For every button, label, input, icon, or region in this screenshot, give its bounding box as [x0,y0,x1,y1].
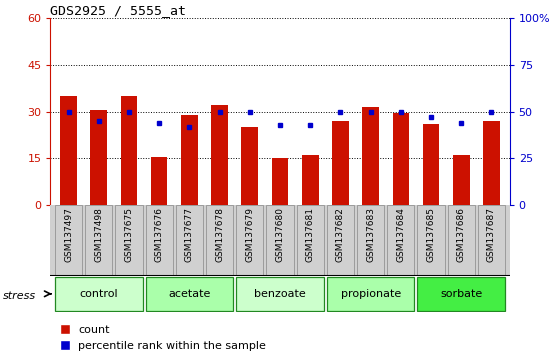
Text: GSM137685: GSM137685 [427,207,436,262]
Text: GSM137679: GSM137679 [245,207,254,262]
Bar [417,205,445,276]
Text: GSM137677: GSM137677 [185,207,194,262]
Bar [332,121,349,205]
Text: GSM137678: GSM137678 [215,207,224,262]
Bar [272,159,288,205]
Text: propionate: propionate [340,289,401,299]
Bar [267,205,293,276]
Bar [388,205,414,276]
Bar [146,205,172,276]
Text: acetate: acetate [168,289,211,299]
Text: GSM137683: GSM137683 [366,207,375,262]
Bar [211,105,228,205]
Bar [146,277,233,311]
Bar [151,157,167,205]
Bar [85,205,113,276]
Bar [115,205,143,276]
Bar [362,107,379,205]
Bar [55,277,143,311]
Text: GSM137498: GSM137498 [94,207,103,262]
Text: GSM137687: GSM137687 [487,207,496,262]
Bar [417,277,505,311]
Bar [181,115,198,205]
Legend: count, percentile rank within the sample: count, percentile rank within the sample [56,321,270,354]
Bar [302,155,319,205]
Text: GSM137676: GSM137676 [155,207,164,262]
Bar [297,205,324,276]
Text: sorbate: sorbate [440,289,482,299]
Text: GSM137681: GSM137681 [306,207,315,262]
Bar [327,205,354,276]
Bar [423,124,440,205]
Bar [447,205,475,276]
Text: GSM137684: GSM137684 [396,207,405,262]
Text: GSM137497: GSM137497 [64,207,73,262]
Bar [176,205,203,276]
Bar [327,277,414,311]
Bar [206,205,233,276]
Bar [236,277,324,311]
Text: GSM137682: GSM137682 [336,207,345,262]
Text: stress: stress [3,291,36,301]
Text: GSM137680: GSM137680 [276,207,284,262]
Text: GSM137686: GSM137686 [457,207,466,262]
Bar [236,205,263,276]
Text: benzoate: benzoate [254,289,306,299]
Bar [453,155,470,205]
Text: GDS2925 / 5555_at: GDS2925 / 5555_at [50,4,186,17]
Bar [90,110,107,205]
Bar [357,205,384,276]
Bar [241,127,258,205]
Bar [55,205,82,276]
Bar [478,205,505,276]
Text: control: control [80,289,118,299]
Bar [393,113,409,205]
Bar [120,96,137,205]
Text: GSM137675: GSM137675 [124,207,133,262]
Bar [60,96,77,205]
Bar [483,121,500,205]
